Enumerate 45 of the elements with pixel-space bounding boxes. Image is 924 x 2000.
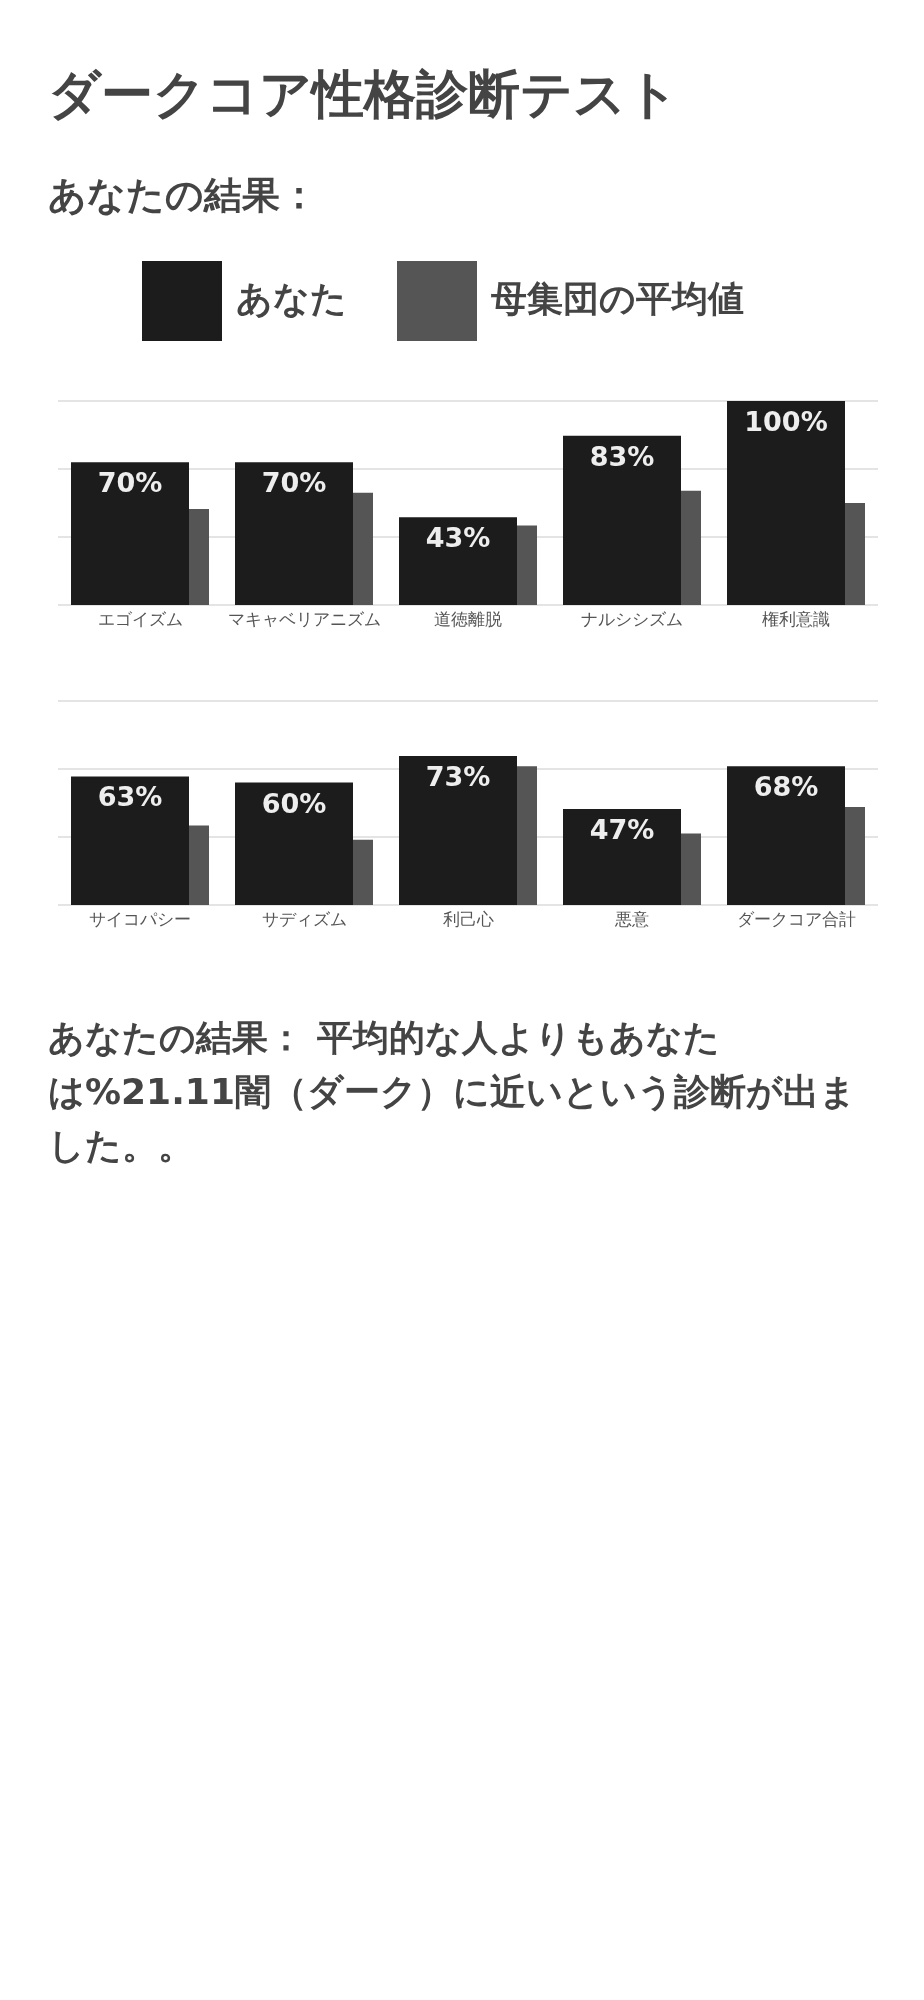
data-label: 83% xyxy=(589,440,655,472)
data-label: 47% xyxy=(589,814,655,846)
bar xyxy=(235,462,353,605)
bar xyxy=(517,766,537,905)
bar xyxy=(399,756,517,905)
bar xyxy=(353,839,373,905)
bar xyxy=(189,509,209,605)
x-tick-label: サイコパシー xyxy=(89,909,191,930)
data-label: 63% xyxy=(97,781,163,813)
bar xyxy=(71,776,189,905)
x-tick-label: ダークコア合計 xyxy=(736,909,856,930)
bar xyxy=(235,782,353,905)
bar xyxy=(681,833,701,905)
bar xyxy=(727,401,845,605)
x-tick-label: 権利意識 xyxy=(762,609,830,630)
legend-label: 母集団の平均値 xyxy=(491,278,744,319)
bar xyxy=(517,525,537,605)
legend-label: あなた xyxy=(236,278,347,319)
data-label: 43% xyxy=(425,522,491,554)
x-tick-label: マキャベリアニズム xyxy=(227,609,381,630)
x-tick-label: ナルシシズム xyxy=(581,609,683,630)
data-label: 60% xyxy=(261,787,327,819)
bar xyxy=(727,766,845,905)
data-label: 73% xyxy=(425,761,491,793)
bar xyxy=(353,492,373,605)
bar xyxy=(563,809,681,905)
bar xyxy=(681,490,701,605)
x-tick-label: 利己心 xyxy=(442,909,494,930)
bar xyxy=(399,517,517,605)
x-tick-label: サディズム xyxy=(261,909,347,930)
text: あなたの結果： 平均的な人よりもあなたは%21.11闇（ダーク）に近いという診断が出ました。。 xyxy=(48,1016,857,1168)
bar xyxy=(563,435,681,605)
x-tick-label: エゴイズム xyxy=(97,609,183,630)
bar xyxy=(189,825,209,905)
chart-title: ダークコア性格診断テスト xyxy=(48,63,680,126)
x-tick-label: 道徳離脱 xyxy=(434,609,502,630)
data-label: 100% xyxy=(744,406,828,437)
bar xyxy=(845,503,865,605)
bar xyxy=(845,807,865,905)
bar xyxy=(71,462,189,605)
x-tick-label: 悪意 xyxy=(614,909,649,930)
data-label: 68% xyxy=(753,771,819,803)
chart-subtitle: あなたの結果： xyxy=(48,172,319,219)
data-label: 70% xyxy=(261,467,327,499)
data-label: 70% xyxy=(97,467,163,499)
